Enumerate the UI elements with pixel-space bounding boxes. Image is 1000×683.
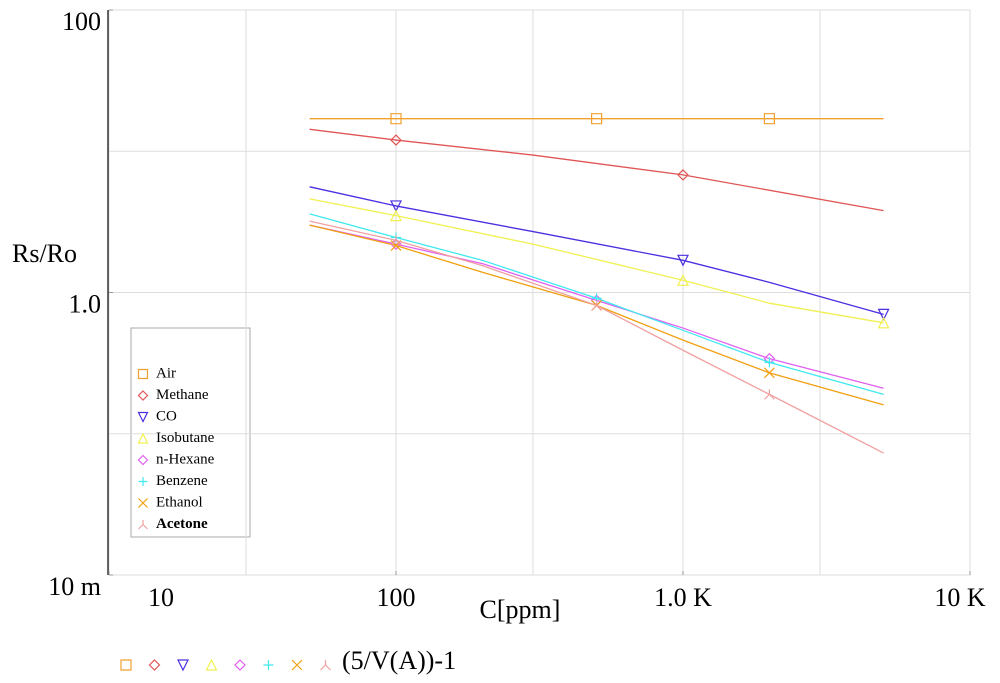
series-line	[309, 128, 884, 212]
legend-label: Ethanol	[156, 494, 203, 510]
data-marker	[390, 134, 402, 146]
series-line	[309, 198, 884, 324]
data-marker	[677, 169, 689, 181]
data-marker	[591, 300, 603, 311]
data-marker	[763, 389, 775, 400]
data-marker	[877, 316, 890, 329]
data-marker	[677, 254, 689, 267]
x-axis-label: C[ppm]	[480, 595, 561, 624]
footer-marker	[234, 659, 246, 671]
data-marker	[591, 113, 603, 125]
legend-label: Benzene	[156, 473, 208, 489]
footer-marker	[205, 658, 218, 671]
legend-label: Air	[156, 365, 176, 381]
y-tick-label: 10 m	[48, 572, 101, 601]
data-marker	[763, 367, 775, 379]
y-tick-label: 100	[62, 7, 101, 36]
x-tick-label: 1.0 K	[654, 583, 712, 612]
legend-marker	[138, 477, 148, 486]
data-marker	[390, 235, 402, 246]
data-marker	[763, 113, 775, 125]
legend-label: CO	[156, 408, 177, 424]
footer-label: (5/V(A))-1	[342, 646, 456, 675]
data-marker	[390, 240, 402, 251]
data-marker	[390, 209, 402, 222]
footer-marker	[177, 659, 189, 672]
legend-marker	[137, 368, 149, 380]
y-axis-label: Rs/Ro	[12, 239, 77, 268]
footer-marker	[291, 659, 303, 671]
data-marker	[764, 357, 775, 368]
y-tick-label: 1.0	[69, 289, 102, 318]
legend-label: n-Hexane	[156, 451, 215, 467]
footer-marker	[148, 659, 161, 671]
footer-marker	[263, 660, 274, 670]
data-marker	[677, 273, 689, 286]
footer-marker	[120, 659, 132, 671]
legend-marker	[137, 411, 149, 423]
legend-marker	[137, 454, 149, 466]
x-tick-label: 100	[377, 583, 416, 612]
footer-marker	[320, 660, 331, 671]
legend-label: Acetone	[156, 516, 208, 532]
legend-label: Isobutane	[156, 430, 215, 446]
x-tick-label: 10 K	[934, 583, 986, 612]
x-tick-label: 10	[148, 583, 174, 612]
series-line	[309, 186, 884, 316]
legend-box	[130, 327, 251, 538]
data-marker	[877, 308, 890, 321]
legend-label: Methane	[156, 387, 209, 403]
legend-marker	[137, 390, 149, 401]
legend-marker	[138, 520, 148, 530]
data-marker	[390, 200, 402, 213]
legend-marker	[137, 432, 149, 444]
legend-marker	[138, 498, 148, 508]
data-marker	[390, 113, 402, 125]
